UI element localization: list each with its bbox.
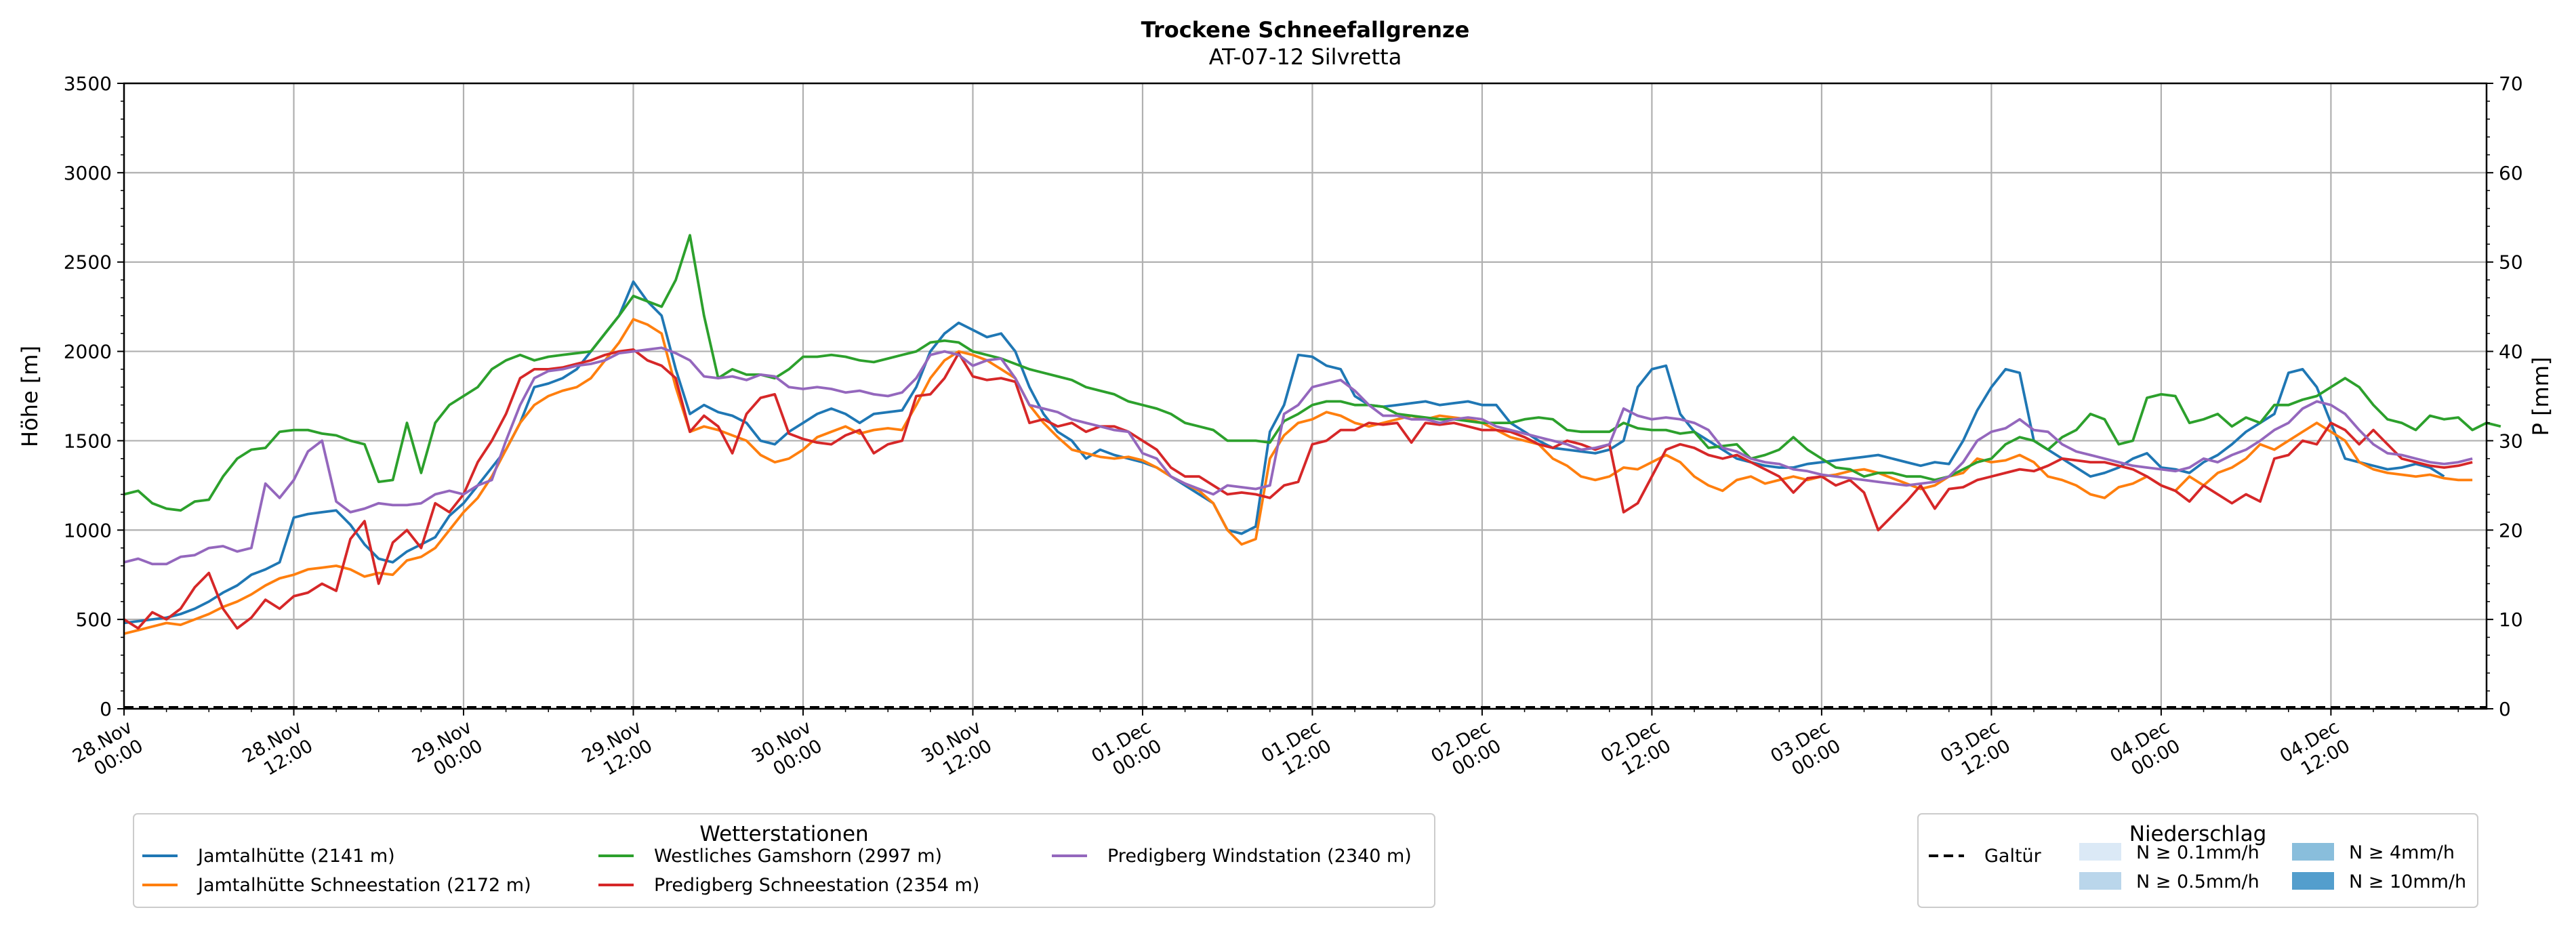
precipitation-legend-title: Niederschlag [2129, 822, 2267, 846]
y2-axis-label: P [mm] [2528, 357, 2554, 436]
precip-class-swatch [2292, 843, 2334, 861]
grid [123, 82, 2487, 710]
series-line-2 [123, 318, 2473, 636]
axes: 0 500 1000 1500 2000 2500 3000 3500 0 10 20 30 40 50 6… [64, 73, 2523, 780]
legend-entry: Predigberg Windstation (2340 m) [1107, 846, 1412, 867]
y2-tick-label: 10 [2499, 608, 2523, 631]
legend-entry: Predigberg Schneestation (2354 m) [654, 875, 979, 896]
y-axis-label: Höhe [m] [17, 346, 43, 447]
y-tick-label: 2000 [64, 341, 112, 363]
y2-tick-label: 70 [2499, 73, 2523, 95]
precip-class-swatch [2079, 872, 2121, 890]
precipitation-legend: Niederschlag Galtür N ≥ 0.1mm/h N ≥ 0.5mm/… [1917, 813, 2478, 908]
series-lines [123, 234, 2501, 636]
chart-subtitle: AT-07-12 Silvretta [1209, 44, 1402, 70]
precip-class-swatch [2292, 872, 2334, 890]
y2-tick-label: 30 [2499, 430, 2523, 452]
y-tick-label: 2500 [64, 251, 112, 274]
stations-legend: Wetterstationen Jamtalhütte (2141 m) Jamt… [133, 813, 1435, 908]
precip-class-label: N ≥ 10mm/h [2349, 871, 2466, 892]
precip-class-label: N ≥ 0.1mm/h [2136, 842, 2260, 863]
legend-entry: Jamtalhütte (2141 m) [197, 846, 395, 867]
series-line-5 [123, 346, 2473, 566]
y-tick-label: 3500 [64, 73, 112, 95]
y2-tick-label: 60 [2499, 162, 2523, 184]
series-line-4 [123, 348, 2473, 630]
series-line-3 [123, 234, 2501, 512]
plot-frame [123, 82, 2488, 710]
y2-tick-label: 50 [2499, 251, 2523, 274]
legend-entry: Jamtalhütte Schneestation (2172 m) [197, 875, 531, 896]
y-tick-label: 500 [76, 608, 112, 631]
precip-class-label: N ≥ 4mm/h [2349, 842, 2455, 863]
series-line-1 [123, 280, 2445, 625]
legend-entry-galtur: Galtür [1984, 846, 2042, 867]
precip-class-label: N ≥ 0.5mm/h [2136, 871, 2260, 892]
y2-tick-label: 40 [2499, 341, 2523, 363]
y-tick-label: 3000 [64, 162, 112, 184]
y-tick-label: 1500 [64, 430, 112, 452]
chart-title: Trockene Schneefallgrenze [1141, 17, 1470, 43]
legend-entry: Westliches Gamshorn (2997 m) [654, 846, 942, 867]
y-tick-label: 1000 [64, 519, 112, 541]
y-tick-label: 0 [100, 698, 112, 720]
stations-legend-title: Wetterstationen [699, 822, 868, 846]
y2-tick-label: 20 [2499, 519, 2523, 541]
y2-tick-label: 0 [2499, 698, 2511, 720]
precip-class-swatch [2079, 843, 2121, 861]
